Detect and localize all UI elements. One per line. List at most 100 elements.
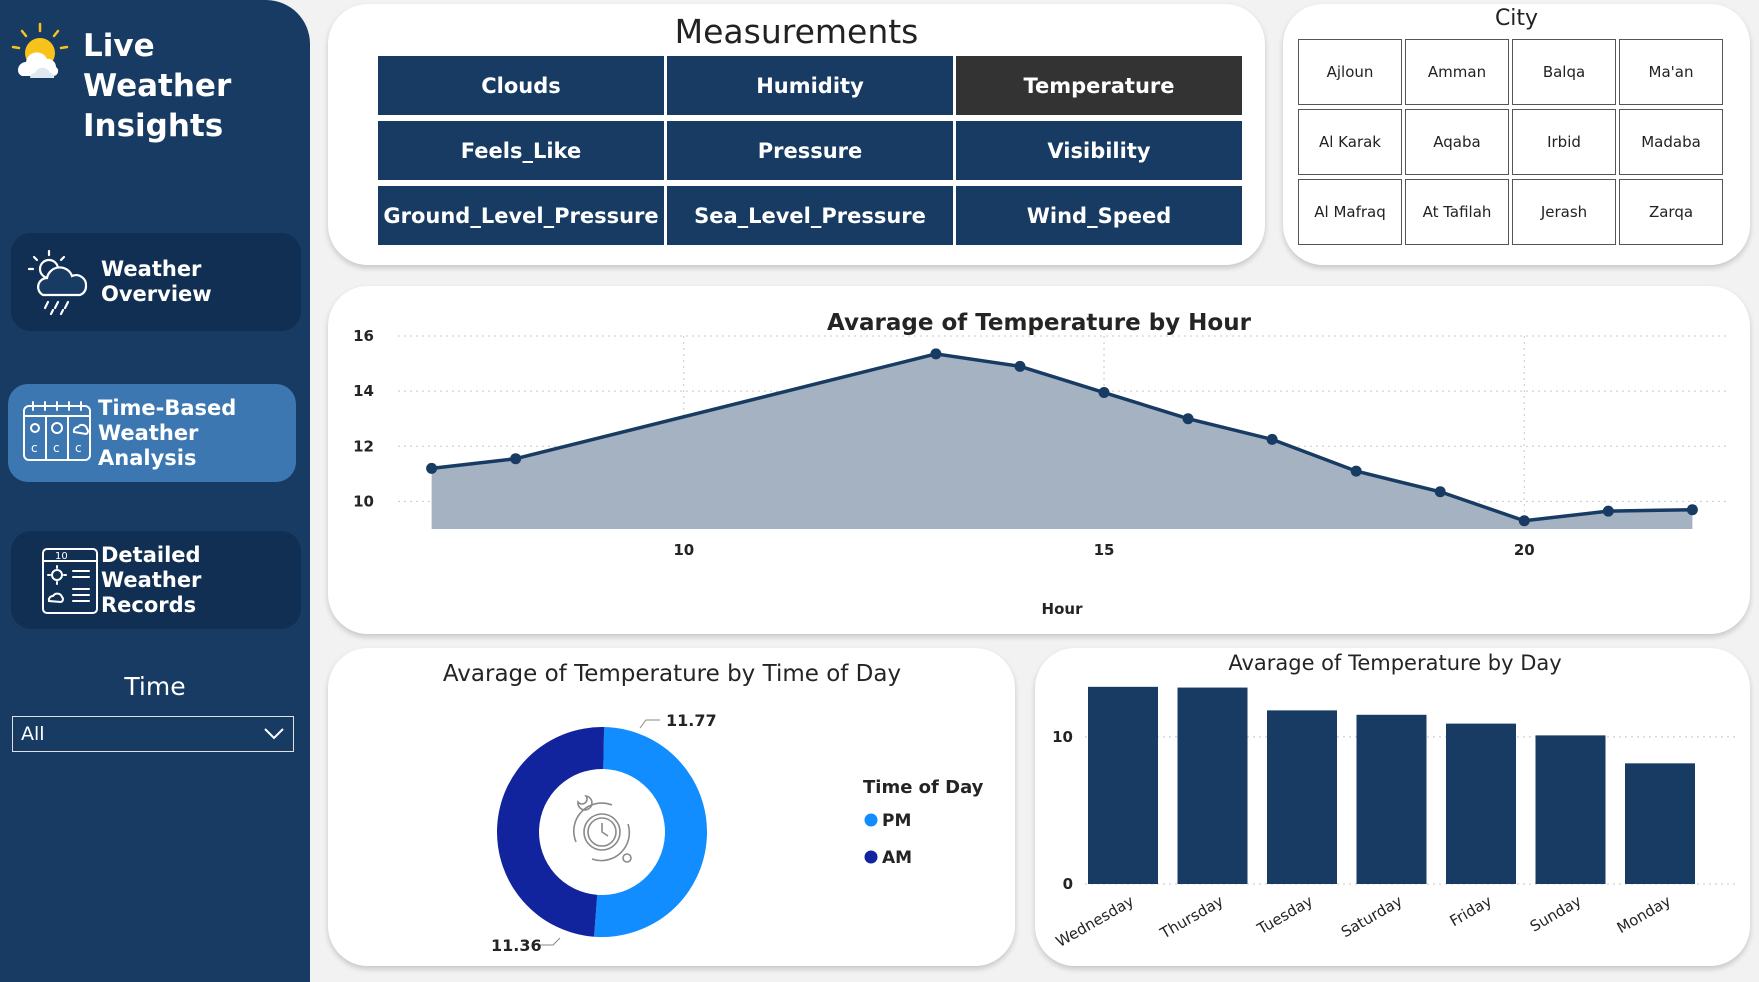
y-tick-label: 0 [1063, 875, 1073, 893]
x-tick-label: Wednesday [1053, 892, 1137, 951]
bar-sunday[interactable] [1535, 735, 1606, 884]
bar-tuesday[interactable] [1267, 710, 1337, 884]
temperature-by-day-chart: Avarage of Temperature by Day 0 10 Wednesda… [1052, 651, 1735, 951]
legend-item-am[interactable]: AM [882, 848, 912, 868]
measurement-ground-level-pressure-button[interactable]: Ground_Level_Pressure [378, 186, 664, 245]
bar-friday[interactable] [1446, 723, 1516, 884]
city-slicer: Ajloun Amman Balqa Ma'an Al Karak Aqaba Irbid M… [1298, 39, 1723, 245]
app-title: Live Weather Insights [83, 28, 232, 144]
nav-detailed-records[interactable]: 10 Detailed Weather Records [11, 531, 301, 629]
city-amman-button[interactable]: Amman [1405, 39, 1509, 105]
nav-label: Detailed Weather Records [101, 542, 202, 617]
day-chart-title: Avarage of Temperature by Day [1228, 651, 1561, 675]
data-point[interactable] [1182, 413, 1194, 425]
nav-weather-overview[interactable]: Weather Overview [11, 233, 301, 331]
chevron-down-icon [264, 728, 284, 740]
measurement-humidity-button[interactable]: Humidity [667, 56, 953, 115]
measurement-pressure-button[interactable]: Pressure [667, 121, 953, 180]
nav-time-based-analysis[interactable]: c c c Time-Based Weather Analysis [8, 384, 296, 482]
city-al-karak-button[interactable]: Al Karak [1298, 109, 1402, 175]
slice-am[interactable] [496, 727, 605, 937]
city-balqa-button[interactable]: Balqa [1512, 39, 1616, 105]
clock-icon [573, 794, 632, 863]
data-point[interactable] [1686, 504, 1698, 516]
weather-report-icon: 10 [42, 548, 98, 614]
x-tick-label: Friday [1447, 892, 1495, 930]
city-ma-an-button[interactable]: Ma'an [1619, 39, 1723, 105]
data-point[interactable] [1602, 505, 1614, 517]
city-ajloun-button[interactable]: Ajloun [1298, 39, 1402, 105]
temperature-by-day-card: Avarage of Temperature by Day 0 10 Wednesda… [1035, 648, 1750, 966]
data-point[interactable] [1014, 360, 1026, 372]
measurements-card: Measurements Clouds Humidity Temperature Fe… [328, 4, 1265, 265]
legend-item-pm[interactable]: PM [882, 811, 911, 831]
x-tick-label: Monday [1614, 892, 1674, 937]
data-point[interactable] [426, 462, 438, 474]
sun-cloud-icon [11, 22, 69, 78]
am-data-label: 11.36 [491, 936, 542, 955]
y-tick-label: 12 [353, 437, 374, 455]
measurement-visibility-button[interactable]: Visibility [956, 121, 1242, 180]
data-point[interactable] [930, 348, 942, 360]
bar-saturday[interactable] [1356, 714, 1427, 884]
time-filter-title: Time [124, 672, 186, 701]
cloud-rain-icon [27, 249, 88, 316]
svg-text:c: c [31, 441, 38, 455]
series-line [431, 352, 1693, 523]
temperature-by-hour-card: Avarage of Temperature by Hour 10 12 14 16 10… [328, 286, 1750, 634]
data-point[interactable] [1518, 515, 1530, 527]
svg-text:c: c [53, 441, 60, 455]
measurement-wind-speed-button[interactable]: Wind_Speed [956, 186, 1242, 245]
data-point[interactable] [1350, 465, 1362, 477]
svg-text:c: c [75, 441, 82, 455]
temperature-by-hour-chart: Avarage of Temperature by Hour 10 12 14 16 10… [353, 310, 1726, 618]
y-tick-label: 10 [353, 492, 374, 510]
city-card: City Ajloun Amman Balqa Ma'an Al Karak Aqaba I… [1283, 4, 1750, 265]
measurements-title: Measurements [674, 12, 919, 51]
city-irbid-button[interactable]: Irbid [1512, 109, 1616, 175]
measurement-feels-like-button[interactable]: Feels_Like [378, 121, 664, 180]
city-zarqa-button[interactable]: Zarqa [1619, 179, 1723, 245]
legend-title: Time of Day [863, 777, 984, 798]
slice-pm[interactable] [594, 727, 707, 937]
measurement-temperature-button[interactable]: Temperature [956, 56, 1242, 115]
y-tick-label: 14 [353, 382, 374, 400]
legend-marker-pm [864, 813, 878, 827]
pm-data-label: 11.77 [666, 711, 717, 730]
nav-label: Weather Overview [101, 257, 212, 306]
hour-chart-title: Avarage of Temperature by Hour [827, 310, 1252, 336]
bar-wednesday[interactable] [1088, 686, 1158, 884]
x-tick-label: Saturday [1338, 892, 1406, 941]
x-axis-label: Hour [1042, 600, 1084, 618]
measurement-clouds-button[interactable]: Clouds [378, 56, 664, 115]
city-title: City [1494, 6, 1539, 31]
measurement-sea-level-pressure-button[interactable]: Sea_Level_Pressure [667, 186, 953, 245]
data-point[interactable] [1098, 387, 1110, 399]
data-point[interactable] [1266, 433, 1278, 445]
data-point[interactable] [1434, 486, 1446, 498]
city-jerash-button[interactable]: Jerash [1512, 179, 1616, 245]
time-of-day-chart-title: Avarage of Temperature by Time of Day [443, 661, 901, 687]
bar-thursday[interactable] [1177, 687, 1248, 884]
legend-marker-am [864, 850, 878, 864]
y-tick-label: 10 [1052, 728, 1073, 746]
city-al-mafraq-button[interactable]: Al Mafraq [1298, 179, 1402, 245]
x-tick-label: 15 [1094, 541, 1115, 559]
temperature-by-time-of-day-card: Avarage of Temperature by Time of Day 11.… [328, 648, 1015, 966]
x-tick-label: Tuesday [1253, 892, 1316, 939]
svg-text:10: 10 [55, 551, 68, 562]
temperature-by-time-of-day-chart: Avarage of Temperature by Time of Day 11.… [443, 661, 984, 955]
measurements-slicer: Clouds Humidity Temperature Feels_Like Press… [378, 56, 1242, 245]
time-dropdown[interactable]: All [12, 716, 294, 752]
sidebar: Live Weather Insights Weather Overview [0, 0, 310, 982]
x-tick-label: Thursday [1156, 892, 1226, 943]
nav-label: Time-Based Weather Analysis [98, 395, 237, 470]
calendar-weather-icon: c c c [23, 401, 91, 461]
city-madaba-button[interactable]: Madaba [1619, 109, 1723, 175]
city-aqaba-button[interactable]: Aqaba [1405, 109, 1509, 175]
data-point[interactable] [510, 453, 522, 465]
area-fill [431, 353, 1693, 529]
label-leader [639, 719, 660, 729]
bar-monday[interactable] [1625, 763, 1695, 884]
city-at-tafilah-button[interactable]: At Tafilah [1405, 179, 1509, 245]
